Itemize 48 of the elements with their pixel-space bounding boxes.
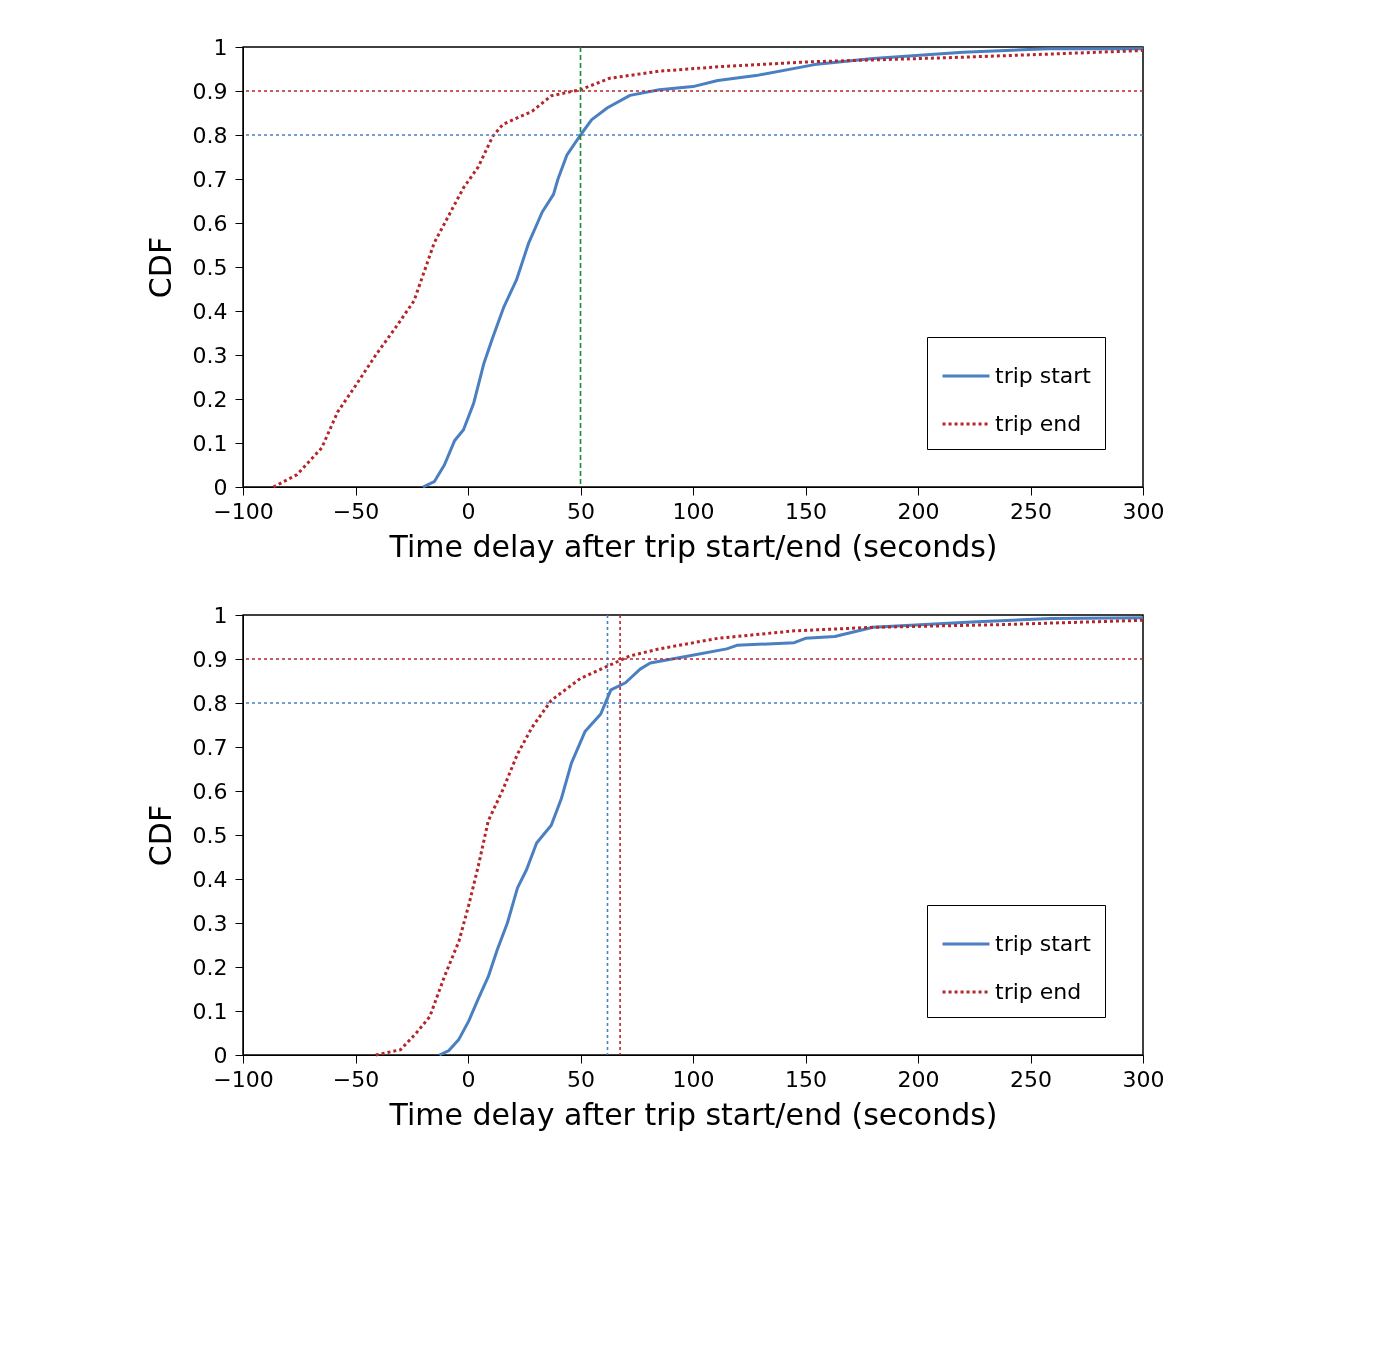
x-tick-label: 150	[785, 498, 827, 524]
y-tick-label: 0.1	[192, 998, 228, 1024]
x-tick-label: −100	[213, 1066, 274, 1092]
y-tick-label: 0.9	[192, 78, 228, 104]
y-tick-label: 0.5	[192, 254, 228, 280]
x-axis-title: Time delay after trip start/end (seconds)	[388, 1096, 998, 1132]
y-tick-label: 0.9	[192, 646, 228, 672]
y-tick-label: 0.6	[192, 778, 228, 804]
y-tick-label: 0.4	[192, 866, 228, 892]
y-tick-label: 0.7	[192, 166, 228, 192]
x-tick-label: 200	[897, 498, 940, 524]
y-tick-label: 0.3	[192, 342, 228, 368]
y-tick-label: 0.2	[192, 954, 228, 980]
y-tick-label: 0.7	[192, 734, 228, 760]
x-axis-title: Time delay after trip start/end (seconds)	[388, 528, 998, 564]
x-tick-label: 150	[785, 1066, 827, 1092]
y-tick-label: 0.8	[192, 122, 228, 148]
x-tick-label: 250	[1010, 1066, 1052, 1092]
x-tick-label: 50	[567, 498, 595, 524]
x-tick-label: −100	[213, 498, 274, 524]
x-tick-label: 300	[1122, 1066, 1165, 1092]
x-tick-label: 100	[672, 498, 715, 524]
legend-label: trip start	[995, 363, 1092, 388]
y-tick-label: 0.4	[192, 298, 228, 324]
legend-label: trip end	[995, 979, 1082, 1004]
x-tick-label: 250	[1010, 498, 1052, 524]
x-tick-label: −50	[332, 1066, 380, 1092]
legend-label: trip start	[995, 931, 1092, 956]
x-tick-label: −50	[332, 498, 380, 524]
y-tick-label: 0.8	[192, 690, 228, 716]
x-tick-label: 50	[567, 1066, 595, 1092]
y-tick-label: 1	[213, 602, 228, 628]
y-tick-label: 0	[213, 474, 228, 500]
x-tick-label: 100	[672, 1066, 715, 1092]
x-tick-label: 0	[461, 498, 476, 524]
y-axis-title: CDF	[142, 804, 178, 867]
y-tick-label: 0.1	[192, 430, 228, 456]
x-tick-label: 300	[1122, 498, 1165, 524]
y-tick-label: 1	[213, 34, 228, 60]
x-tick-label: 200	[897, 1066, 940, 1092]
y-tick-label: 0	[213, 1042, 228, 1068]
y-axis-title: CDF	[142, 236, 178, 299]
legend-label: trip end	[995, 411, 1082, 436]
x-tick-label: 0	[461, 1066, 476, 1092]
y-tick-label: 0.2	[192, 386, 228, 412]
y-tick-label: 0.6	[192, 210, 228, 236]
y-tick-label: 0.3	[192, 910, 228, 936]
y-tick-label: 0.5	[192, 822, 228, 848]
